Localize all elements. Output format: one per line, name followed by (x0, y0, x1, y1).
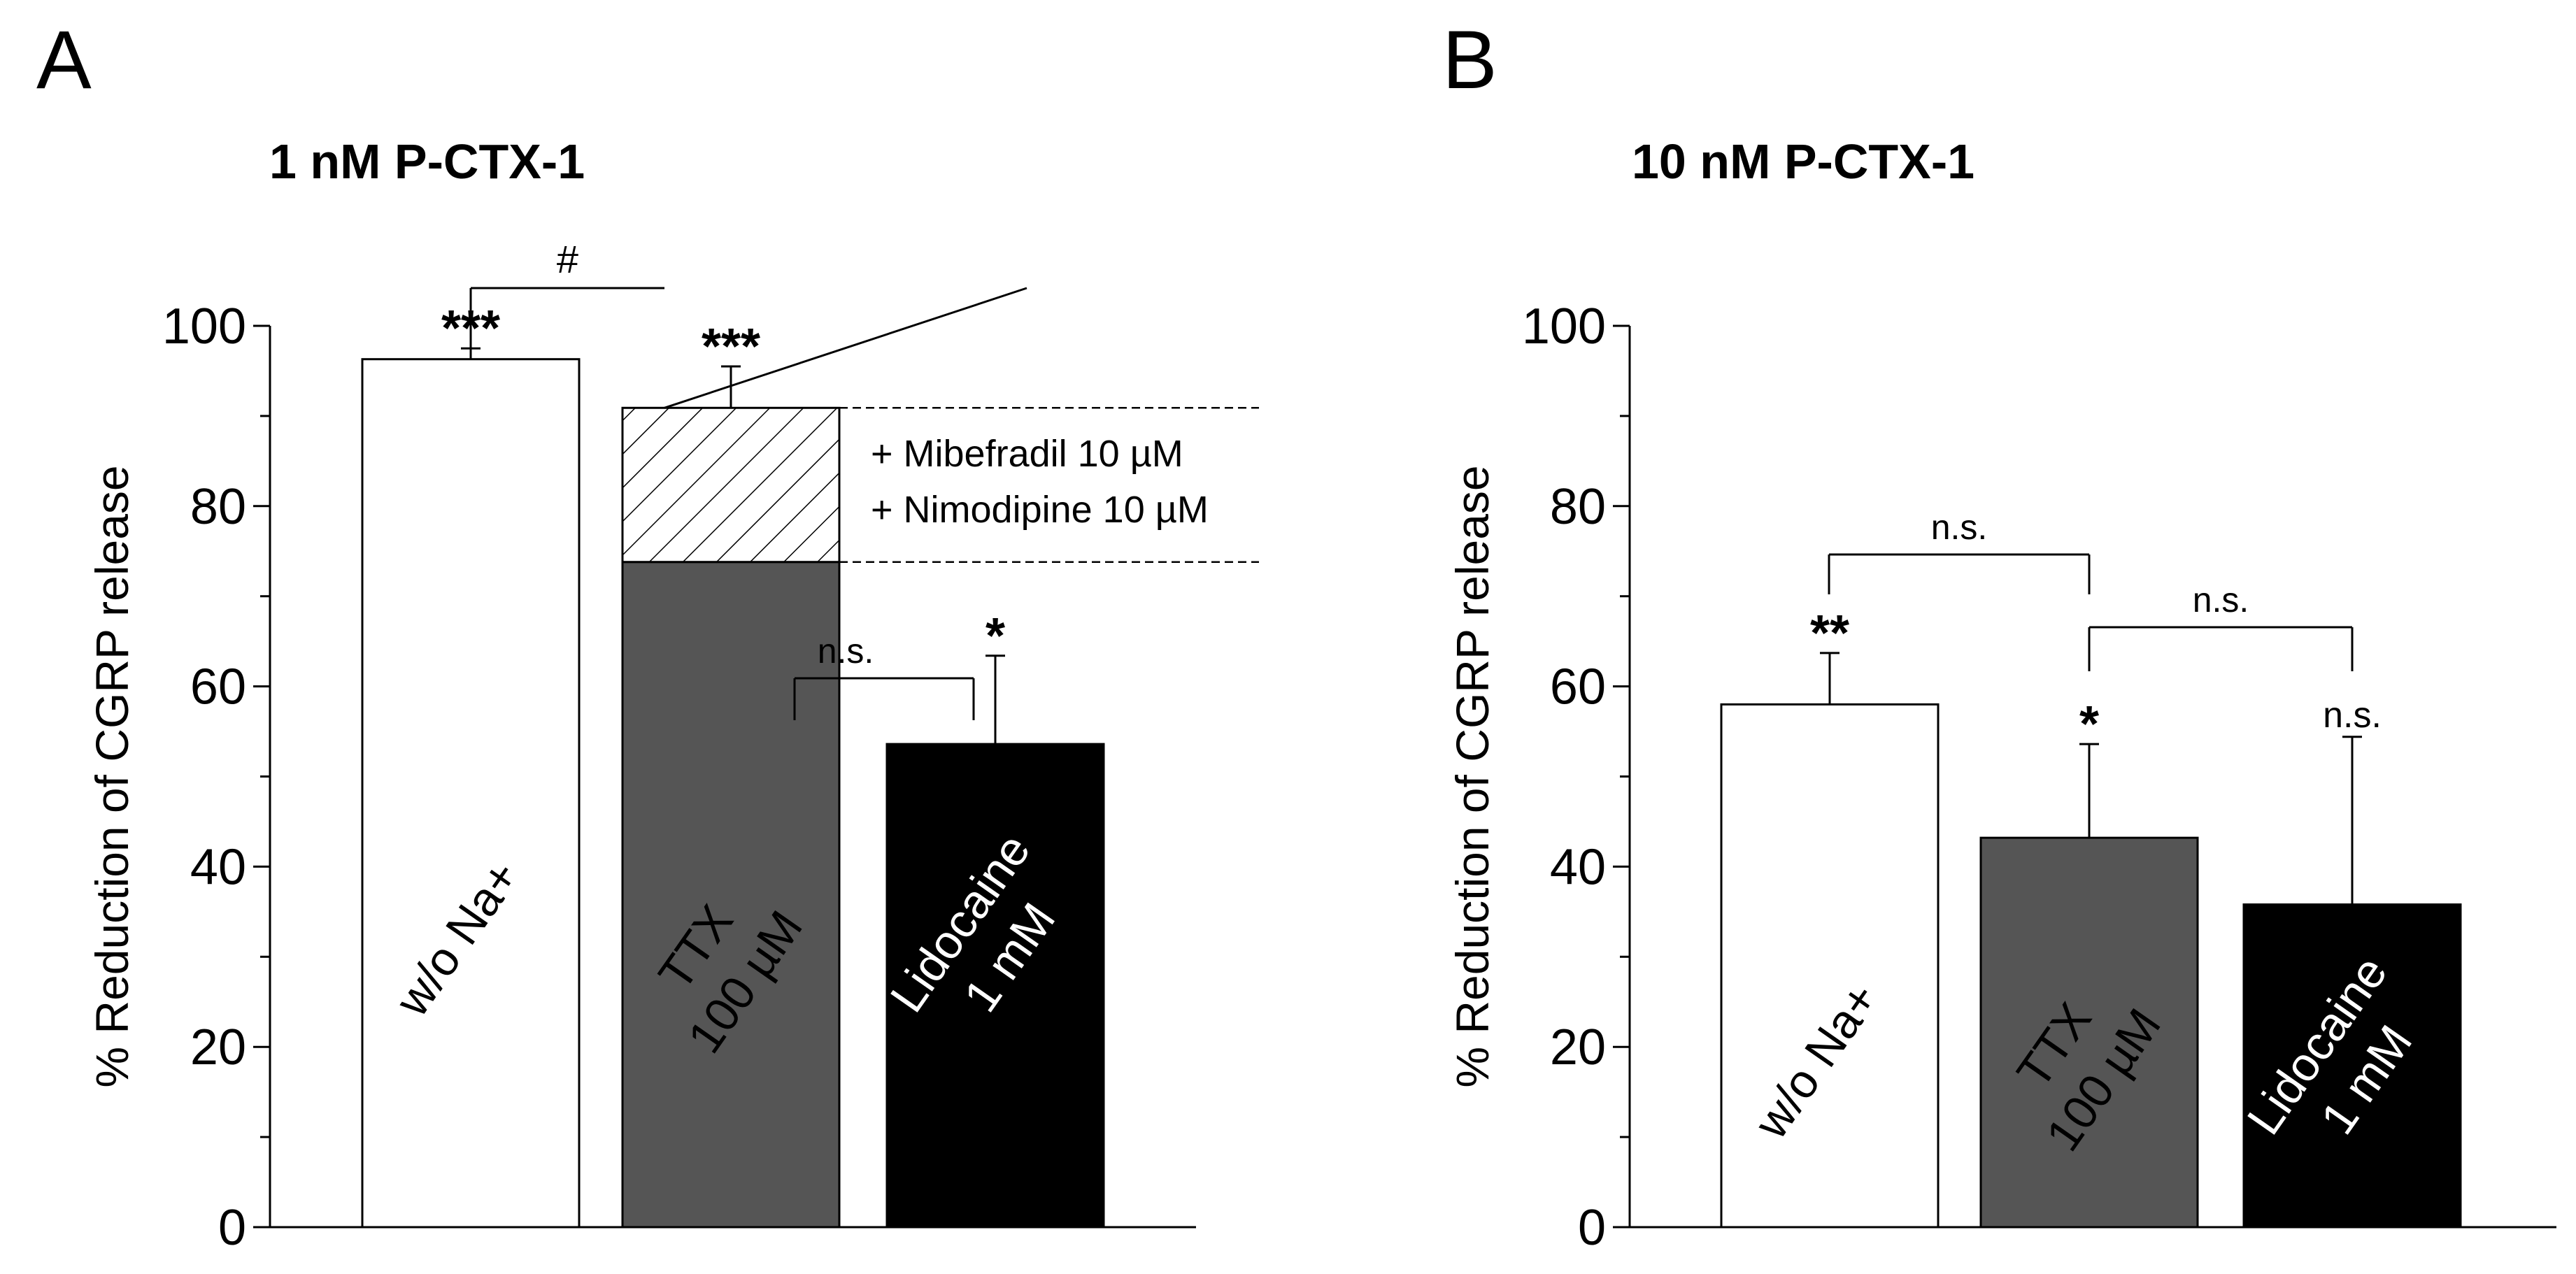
significance-mark: * (2079, 696, 2099, 752)
y-tick-label: 100 (162, 299, 246, 355)
significance-mark: *** (702, 319, 760, 375)
comparison-label: n.s. (1931, 508, 1988, 547)
comparison-label: # (557, 237, 578, 281)
comparison-label: n.s. (818, 631, 874, 671)
bar-stacked-segment (621, 406, 841, 564)
significance-mark: ** (1810, 606, 1849, 661)
comparison-label: n.s. (2193, 580, 2249, 620)
y-tick-label: 100 (1522, 299, 1606, 355)
y-tick-label: 80 (1550, 479, 1606, 535)
chart-title: 10 nM P-CTX-1 (1632, 134, 1974, 189)
significance-mark: n.s. (2323, 695, 2382, 736)
panel-a-chart: 1 nM P-CTX-1 % Reduction of CGRP release 0… (86, 134, 1259, 1256)
y-tick-label: 40 (1550, 839, 1606, 895)
y-tick-label: 20 (190, 1019, 246, 1075)
significance-mark: * (985, 608, 1005, 664)
y-tick-label: 60 (190, 659, 246, 715)
y-tick-label: 20 (1550, 1019, 1606, 1075)
y-tick-label: 60 (1550, 659, 1606, 715)
y-tick-label: 40 (190, 839, 246, 895)
chart-title: 1 nM P-CTX-1 (269, 134, 585, 189)
y-tick-label: 0 (1578, 1200, 1606, 1256)
panel-b-letter: B (1442, 14, 1497, 106)
bar (2242, 903, 2462, 1229)
bar (885, 743, 1105, 1229)
y-tick-label: 0 (218, 1200, 246, 1256)
y-tick-label: 80 (190, 479, 246, 535)
panel-a-letter: A (36, 14, 92, 106)
stack-annotation: + Mibefradil 10 µM (871, 433, 1183, 475)
stack-annotation: + Nimodipine 10 µM (871, 489, 1209, 531)
bar (1720, 703, 1940, 1229)
bracket-drop (664, 287, 1027, 409)
panel-b-chart: 10 nM P-CTX-1 % Reduction of CGRP release… (1446, 134, 2556, 1256)
y-axis-label: % Reduction of CGRP release (86, 465, 138, 1087)
y-axis-label: % Reduction of CGRP release (1446, 465, 1498, 1087)
bar (361, 358, 581, 1229)
bar (621, 561, 841, 1229)
bar (1979, 836, 2199, 1229)
